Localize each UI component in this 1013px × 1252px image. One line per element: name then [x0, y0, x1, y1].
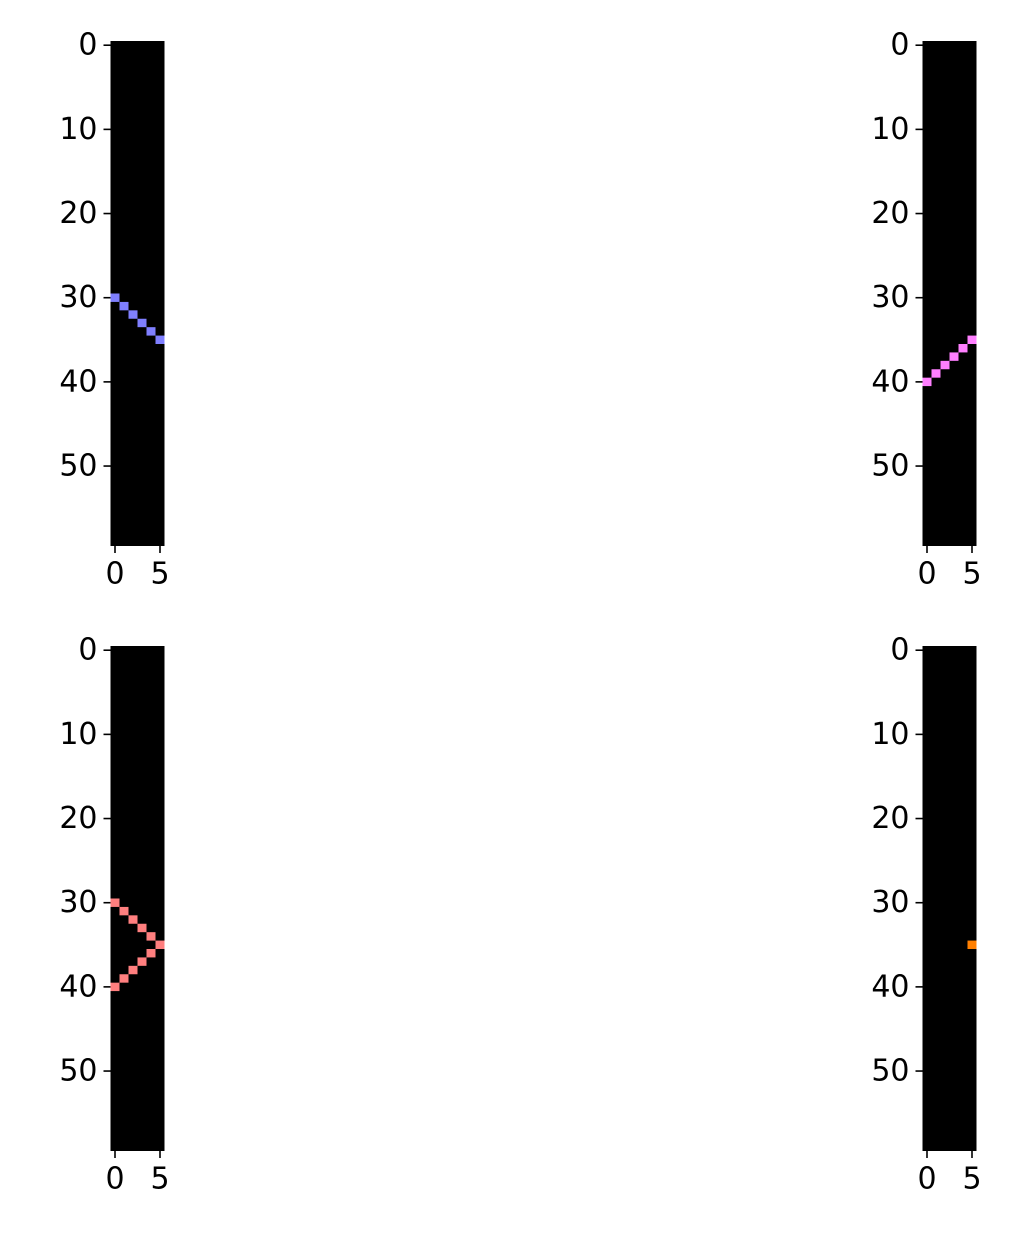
y-tick-label: 0	[890, 28, 909, 63]
heatmap-pixel	[128, 965, 138, 975]
image-background	[922, 646, 977, 1151]
y-tick-label: 50	[59, 1054, 97, 1089]
y-tick-label: 40	[59, 364, 97, 399]
y-tick-label: 50	[871, 1054, 909, 1089]
y-tick-label: 20	[871, 801, 909, 836]
heatmap-pixel	[110, 898, 120, 907]
heatmap-pixel	[119, 974, 129, 983]
heatmap-pixel	[940, 360, 950, 370]
x-tick-label: 0	[105, 1162, 124, 1197]
y-tick-label: 10	[871, 717, 909, 752]
x-tick-label: 0	[917, 557, 936, 592]
heatmap-pixel	[967, 940, 977, 949]
y-tick-label: 40	[871, 969, 909, 1004]
x-tick-label: 5	[962, 557, 981, 592]
y-tick-label: 30	[871, 885, 909, 920]
y-tick-label: 10	[59, 717, 97, 752]
heatmap-pixel	[119, 906, 129, 916]
y-tick-label: 0	[78, 633, 97, 668]
x-tick-label: 5	[150, 1162, 169, 1197]
heatmap-pixel	[155, 940, 165, 949]
y-tick-label: 20	[871, 196, 909, 231]
heatmap-pixel	[146, 949, 156, 958]
y-tick-label: 30	[871, 280, 909, 315]
heatmap-pixel	[949, 352, 959, 361]
heatmap-pixel	[110, 293, 120, 302]
y-tick-label: 20	[59, 196, 97, 231]
heatmap-pixel	[922, 377, 932, 387]
x-tick-label: 5	[150, 557, 169, 592]
y-tick-label: 0	[890, 633, 909, 668]
x-tick-label: 0	[917, 1162, 936, 1197]
heatmap-pixel	[137, 957, 147, 966]
heatmap-pixel	[128, 310, 138, 319]
y-tick-label: 10	[871, 112, 909, 147]
heatmap-pixel	[137, 923, 147, 933]
y-tick-label: 50	[59, 449, 97, 484]
y-tick-label: 30	[59, 885, 97, 920]
x-tick-label: 0	[105, 557, 124, 592]
image-background	[922, 41, 977, 546]
x-tick-label: 5	[962, 1162, 981, 1197]
heatmap-pixel	[146, 327, 156, 336]
heatmap-pixel	[110, 982, 120, 992]
y-tick-label: 40	[871, 364, 909, 399]
y-tick-label: 40	[59, 969, 97, 1004]
heatmap-pixel	[967, 335, 977, 344]
y-tick-label: 30	[59, 280, 97, 315]
heatmap-pixel	[931, 369, 941, 378]
y-tick-label: 50	[871, 449, 909, 484]
y-tick-label: 0	[78, 28, 97, 63]
y-tick-label: 10	[59, 112, 97, 147]
heatmap-pixel	[155, 335, 165, 344]
y-tick-label: 20	[59, 801, 97, 836]
heatmap-pixel	[146, 932, 156, 941]
heatmap-pixel	[128, 915, 138, 924]
heatmap-pixel	[137, 318, 147, 328]
heatmap-pixel	[119, 301, 129, 311]
heatmap-pixel	[958, 344, 968, 353]
